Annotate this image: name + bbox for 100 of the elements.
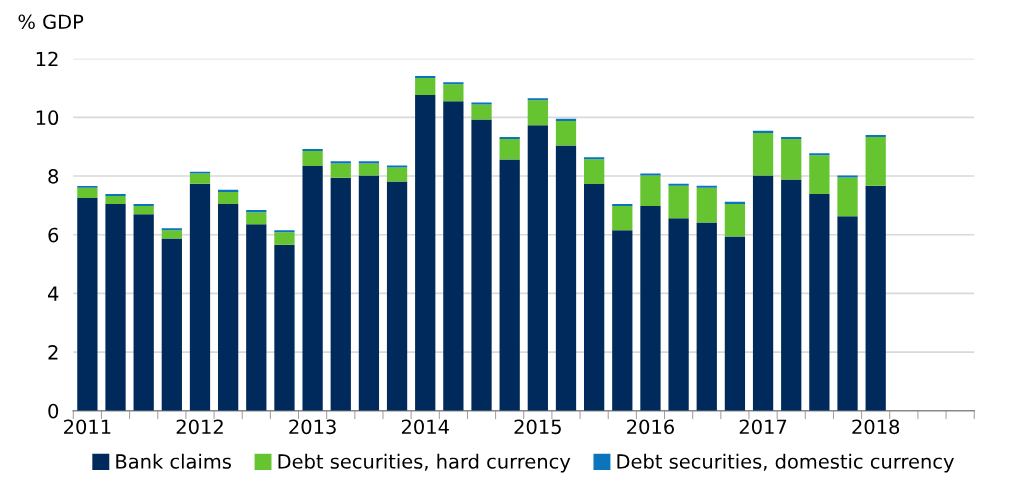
legend-label: Debt securities, domestic currency (617, 453, 954, 473)
bar (555, 120, 577, 146)
bar (781, 139, 802, 180)
x-tick-label: 2011 (64, 419, 111, 435)
bar (781, 137, 802, 140)
bar (133, 214, 154, 411)
y-tick-label: 2 (48, 345, 58, 360)
y-tick-label: 10 (36, 110, 59, 126)
bar (837, 216, 858, 411)
bar (584, 159, 605, 184)
bar (386, 167, 408, 182)
y-axis-title: % GDP (18, 14, 84, 30)
bar (640, 173, 661, 176)
bar (358, 161, 380, 164)
bar (161, 230, 182, 239)
bar (696, 185, 717, 188)
bar (77, 198, 98, 411)
bar (330, 161, 351, 164)
bar (415, 95, 436, 411)
bar (246, 224, 267, 411)
x-tick-label: 2016 (627, 419, 674, 435)
bar (612, 230, 633, 411)
bar (584, 157, 605, 160)
bar (752, 175, 774, 411)
bar (105, 193, 126, 196)
bar (246, 212, 267, 225)
bar (330, 177, 351, 411)
bar (640, 175, 661, 206)
bar (865, 185, 886, 411)
bar (386, 165, 408, 168)
bar (415, 75, 436, 79)
bar (358, 175, 380, 411)
bar (330, 163, 351, 178)
bar (218, 189, 239, 192)
bar (724, 201, 746, 204)
bar (499, 159, 520, 411)
x-tick-label: 2017 (739, 419, 787, 435)
legend-label: Debt securities, hard currency (278, 453, 571, 473)
bar (161, 228, 182, 231)
bar (809, 153, 830, 156)
bar (471, 104, 492, 120)
bar (527, 100, 548, 126)
bar (415, 78, 436, 96)
y-tick-label: 6 (48, 227, 59, 243)
bar (752, 132, 774, 176)
bar (105, 203, 126, 411)
bar (218, 191, 239, 204)
bar (724, 236, 746, 411)
bar (837, 175, 858, 178)
bar (612, 205, 633, 231)
bar (752, 130, 774, 133)
bar (555, 118, 577, 121)
bar (274, 232, 295, 245)
bar (837, 177, 858, 217)
x-tick-label: 2018 (852, 419, 900, 435)
x-tick-label: 2012 (176, 419, 223, 435)
bar (161, 238, 182, 411)
x-tick-label: 2015 (514, 419, 561, 435)
bar (105, 195, 126, 204)
bar (499, 137, 520, 140)
bar (358, 163, 380, 176)
bar (781, 179, 802, 411)
bar (724, 203, 746, 237)
bar (471, 119, 492, 411)
y-tick-label: 4 (47, 286, 59, 301)
bar (640, 205, 661, 411)
bar (584, 183, 605, 411)
bar (386, 181, 408, 411)
bar (612, 203, 633, 206)
bar (527, 98, 548, 101)
bar (696, 222, 717, 411)
bar (246, 210, 267, 213)
bar (555, 145, 577, 411)
bar (274, 244, 295, 411)
bar (865, 137, 886, 186)
bar (302, 151, 323, 167)
bar (668, 183, 689, 186)
bar (668, 185, 689, 219)
bar (133, 203, 154, 206)
legend-label: Bank claims (116, 453, 231, 469)
bar (668, 218, 689, 411)
bar (809, 193, 830, 411)
x-tick-label: 2014 (401, 419, 449, 435)
bar (302, 149, 323, 152)
bar (274, 230, 295, 233)
bar (189, 173, 211, 184)
y-tick-label: 8 (48, 169, 59, 184)
bar (133, 205, 154, 215)
bar (809, 155, 830, 194)
bar (443, 84, 464, 102)
y-tick-label: 12 (36, 51, 58, 67)
bar (218, 203, 239, 411)
bar (77, 187, 98, 199)
bar (499, 139, 520, 160)
bar (443, 101, 464, 411)
bar (696, 187, 717, 223)
bar (527, 125, 548, 411)
y-tick-label: 0 (48, 403, 59, 419)
bar (471, 102, 492, 105)
bar (443, 82, 464, 85)
